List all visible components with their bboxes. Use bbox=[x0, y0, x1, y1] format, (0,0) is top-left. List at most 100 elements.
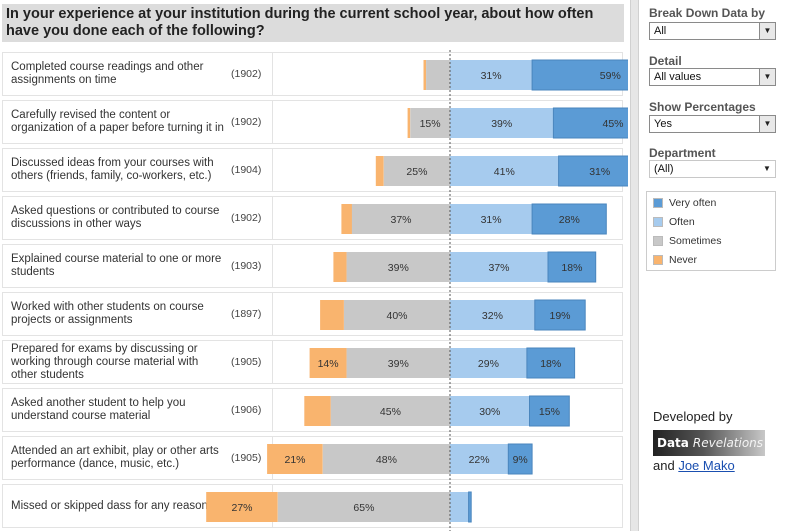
bar-label-very-often: 31% bbox=[589, 166, 610, 178]
breakdown-dropdown[interactable]: All ▼ bbox=[649, 22, 776, 40]
row-question-text: Carefully revised the content or organiz… bbox=[11, 109, 224, 134]
bar-label-sometimes: 25% bbox=[406, 166, 427, 178]
panel-divider[interactable] bbox=[630, 0, 639, 531]
bar-label-sometimes: 15% bbox=[420, 118, 441, 130]
bar-never[interactable] bbox=[206, 492, 278, 522]
bar-often[interactable] bbox=[450, 108, 554, 138]
legend-item-sometimes[interactable]: Sometimes bbox=[653, 234, 722, 248]
bar-often[interactable] bbox=[450, 204, 533, 234]
chevron-down-icon[interactable]: ▼ bbox=[759, 161, 775, 177]
legend-item-very-often[interactable]: Very often bbox=[653, 196, 716, 210]
row-label: Carefully revised the content or organiz… bbox=[2, 100, 272, 144]
bar-never[interactable] bbox=[304, 396, 331, 426]
bar-sometimes[interactable] bbox=[346, 252, 450, 282]
bar-often[interactable] bbox=[450, 60, 533, 90]
bar-label-very-often: 19% bbox=[549, 310, 570, 322]
row-question-text: Worked with other students on course pro… bbox=[11, 301, 204, 326]
bar-label-very-often: 59% bbox=[600, 70, 621, 82]
bar-never[interactable] bbox=[423, 60, 427, 90]
bar-very-often[interactable] bbox=[547, 251, 597, 283]
bar-sometimes[interactable] bbox=[346, 348, 450, 378]
and-text: and bbox=[653, 458, 675, 473]
sidebar: Break Down Data by All ▼ Detail All valu… bbox=[645, 0, 785, 531]
bar-sometimes[interactable] bbox=[426, 60, 450, 90]
legend-label: Sometimes bbox=[669, 235, 722, 247]
bar-label-very-often: 18% bbox=[540, 358, 561, 370]
bar-often[interactable] bbox=[450, 252, 548, 282]
bar-never[interactable] bbox=[267, 444, 323, 474]
showpct-dropdown[interactable]: Yes ▼ bbox=[649, 115, 776, 133]
bar-often[interactable] bbox=[450, 348, 527, 378]
bar-sometimes[interactable] bbox=[383, 156, 451, 186]
bar-never[interactable] bbox=[341, 204, 352, 234]
bar-sometimes[interactable] bbox=[277, 492, 451, 522]
bar-label-often: 31% bbox=[481, 70, 502, 82]
bar-very-often[interactable] bbox=[531, 203, 607, 235]
bar-very-often[interactable] bbox=[558, 155, 628, 187]
legend-label: Often bbox=[669, 216, 695, 228]
bar-label-often: 41% bbox=[494, 166, 515, 178]
row-n-count: (1897) bbox=[231, 308, 262, 320]
breakdown-label: Break Down Data by bbox=[649, 6, 766, 20]
bar-often[interactable] bbox=[450, 444, 509, 474]
detail-dropdown[interactable]: All values ▼ bbox=[649, 68, 776, 86]
bar-very-often[interactable] bbox=[526, 347, 576, 379]
logo-revelations-text: Revelations bbox=[692, 436, 764, 450]
row-n-count: (1903) bbox=[231, 260, 262, 272]
bar-never[interactable] bbox=[375, 156, 384, 186]
legend: Very often Often Sometimes Never bbox=[646, 191, 776, 271]
bar-often[interactable] bbox=[450, 300, 535, 330]
logo-data-text: Data bbox=[657, 436, 689, 450]
bar-label-very-often: 18% bbox=[561, 262, 582, 274]
row-n-count: (1904) bbox=[231, 164, 262, 176]
chevron-down-icon[interactable]: ▼ bbox=[759, 69, 775, 85]
chart-title: In your experience at your institution d… bbox=[2, 4, 624, 42]
bar-label-often: 39% bbox=[491, 118, 512, 130]
row-question-text: Asked another student to help you unders… bbox=[11, 397, 186, 422]
bar-very-often[interactable] bbox=[507, 443, 533, 475]
data-revelations-logo[interactable]: Data Revelations bbox=[653, 430, 765, 456]
bar-sometimes[interactable] bbox=[410, 108, 451, 138]
bar-sometimes[interactable] bbox=[330, 396, 451, 426]
legend-label: Never bbox=[669, 254, 698, 266]
bar-often[interactable] bbox=[450, 156, 559, 186]
bar-sometimes[interactable] bbox=[351, 204, 450, 234]
legend-label: Very often bbox=[669, 197, 717, 209]
row-label: Completed course readings and other assi… bbox=[2, 52, 272, 96]
bar-often[interactable] bbox=[450, 396, 530, 426]
department-dropdown[interactable]: (All) ▼ bbox=[649, 160, 776, 178]
row-n-count: (1902) bbox=[231, 212, 262, 224]
author-link[interactable]: Joe Mako bbox=[678, 458, 735, 473]
bar-often[interactable] bbox=[450, 492, 469, 522]
bar-never[interactable] bbox=[333, 252, 347, 282]
row-label: Asked questions or contributed to course… bbox=[2, 196, 272, 240]
bar-never[interactable] bbox=[309, 348, 347, 378]
row-n-count: (1905) bbox=[231, 356, 262, 368]
bar-never[interactable] bbox=[320, 300, 344, 330]
row-label: Explained course material to one or more… bbox=[2, 244, 272, 288]
bar-very-often[interactable] bbox=[552, 107, 628, 139]
legend-item-often[interactable]: Often bbox=[653, 215, 695, 229]
bar-sometimes[interactable] bbox=[344, 300, 450, 330]
bar-very-often[interactable] bbox=[529, 395, 570, 427]
showpct-label: Show Percentages bbox=[649, 100, 756, 114]
legend-item-never[interactable]: Never bbox=[653, 253, 697, 267]
chevron-down-icon[interactable]: ▼ bbox=[759, 23, 775, 39]
detail-value: All values bbox=[654, 71, 702, 83]
bar-never[interactable] bbox=[407, 108, 411, 138]
bar-label-sometimes: 48% bbox=[376, 454, 397, 466]
bar-label-sometimes: 40% bbox=[386, 310, 407, 322]
row-question-text: Prepared for exams by discussing or work… bbox=[11, 342, 199, 381]
chevron-down-icon[interactable]: ▼ bbox=[759, 116, 775, 132]
bar-very-often[interactable] bbox=[534, 299, 586, 331]
row-n-count: (1906) bbox=[231, 404, 262, 416]
bar-very-often[interactable] bbox=[468, 491, 472, 523]
legend-swatch bbox=[653, 198, 663, 208]
bar-label-very-often: 28% bbox=[559, 214, 580, 226]
row-question-text: Asked questions or contributed to course… bbox=[11, 205, 220, 230]
row-label: Worked with other students on course pro… bbox=[2, 292, 272, 336]
bar-label-never: 14% bbox=[318, 358, 339, 370]
bar-label-often: 37% bbox=[488, 262, 509, 274]
bar-very-often[interactable] bbox=[531, 59, 628, 91]
bar-sometimes[interactable] bbox=[322, 444, 450, 474]
